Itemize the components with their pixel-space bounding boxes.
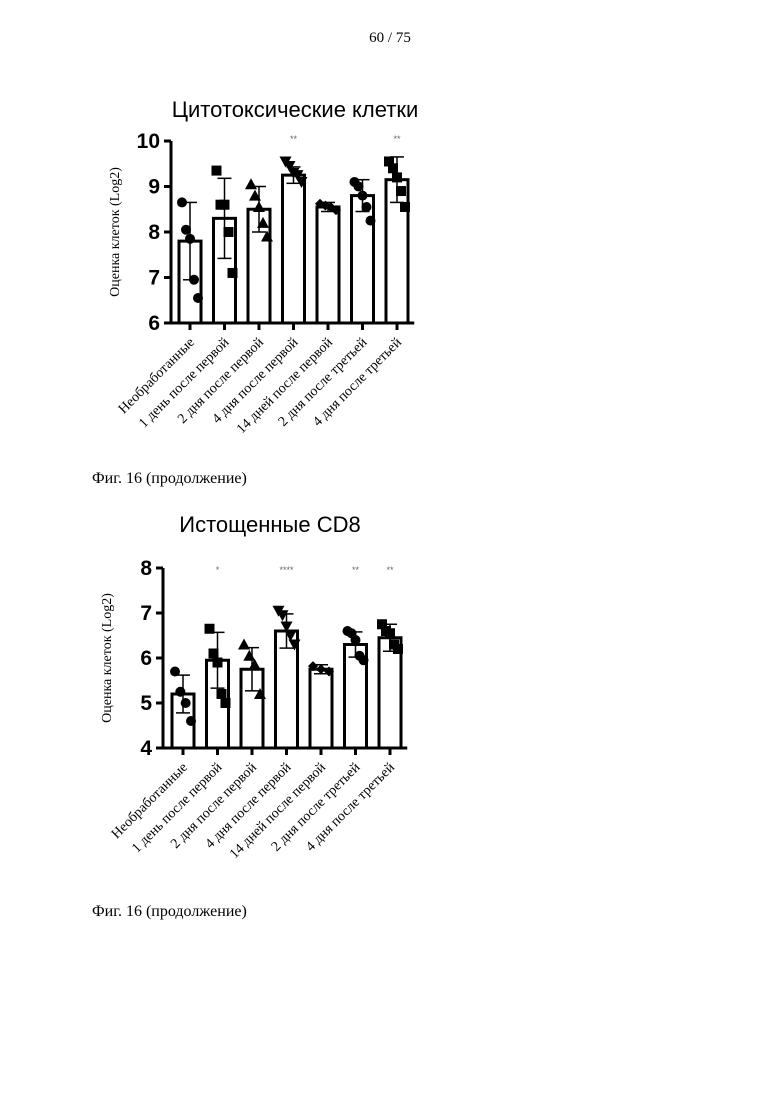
bar <box>317 207 339 323</box>
significance-label: ** <box>290 134 298 144</box>
page-number: 60 / 75 <box>0 30 780 47</box>
y-tick-label: 6 <box>140 647 152 670</box>
data-point <box>181 698 191 708</box>
significance-label: ** <box>352 565 360 575</box>
data-point <box>366 216 376 226</box>
significance-label: **** <box>279 565 294 575</box>
exhausted-cd8-chart: Истощенные CD8Оценка клеток (Log2)45678Н… <box>0 505 780 895</box>
y-tick-label: 4 <box>140 737 152 760</box>
bar <box>283 175 305 323</box>
data-point <box>175 687 185 697</box>
y-axis-title: Оценка клеток (Log2) <box>108 167 123 297</box>
y-tick-label: 10 <box>137 130 160 153</box>
y-tick-label: 9 <box>148 176 160 199</box>
data-point <box>393 644 403 654</box>
y-axis-title: Оценка клеток (Log2) <box>100 593 115 723</box>
data-point <box>212 166 222 176</box>
data-point <box>243 650 255 661</box>
y-tick-label: 8 <box>140 557 152 580</box>
chart-title: Истощенные CD8 <box>179 512 360 537</box>
data-point <box>193 293 203 303</box>
chart-title: Цитотоксические клетки <box>172 97 419 122</box>
bar <box>310 669 332 748</box>
data-point <box>245 178 257 189</box>
bar <box>379 638 401 748</box>
figure-caption: Фиг. 16 (продолжение) <box>92 470 247 488</box>
data-point <box>186 716 196 726</box>
y-tick-label: 8 <box>148 221 160 244</box>
y-tick-label: 7 <box>148 267 160 290</box>
data-point <box>221 698 231 708</box>
y-tick-label: 7 <box>140 602 152 625</box>
figure-caption: Фиг. 16 (продолжение) <box>92 903 247 921</box>
y-tick-label: 6 <box>148 312 160 335</box>
y-tick-label: 5 <box>140 692 152 715</box>
cytotoxic-cells-chart: Цитотоксические клетки Оценка клеток (Log… <box>0 80 780 470</box>
data-point <box>217 689 227 699</box>
significance-label: ** <box>393 134 401 144</box>
significance-label: * <box>216 565 220 575</box>
data-point <box>228 268 238 278</box>
bar <box>352 196 374 323</box>
data-point <box>400 202 410 212</box>
significance-label: ** <box>386 565 394 575</box>
